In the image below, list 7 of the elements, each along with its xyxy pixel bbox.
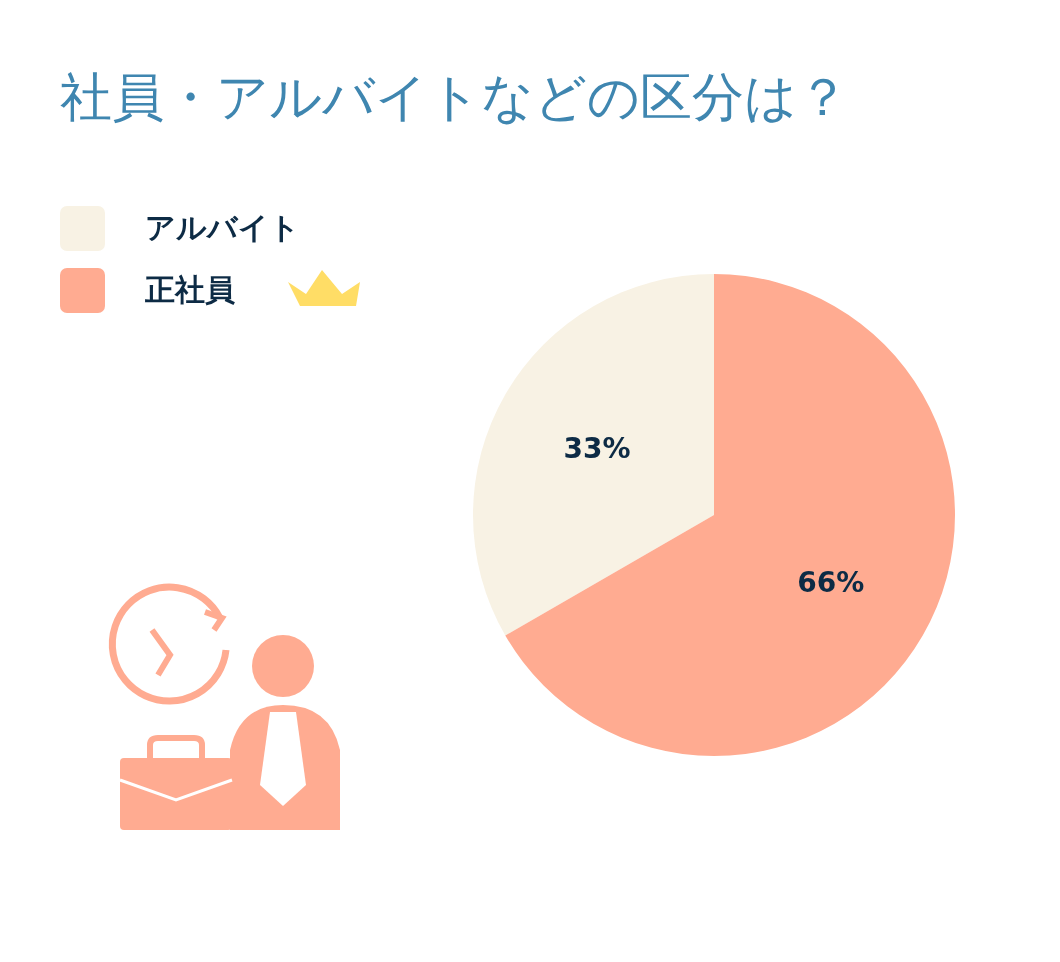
legend-label: アルバイト (145, 210, 300, 245)
pie-slice (505, 274, 955, 756)
chart-title: 社員・アルバイトなどの区分は？ (60, 67, 849, 127)
data-label: 33% (563, 431, 631, 465)
data-label: 66% (797, 566, 865, 600)
pie-slice (473, 274, 714, 636)
legend-label: 正社員 (144, 272, 235, 307)
